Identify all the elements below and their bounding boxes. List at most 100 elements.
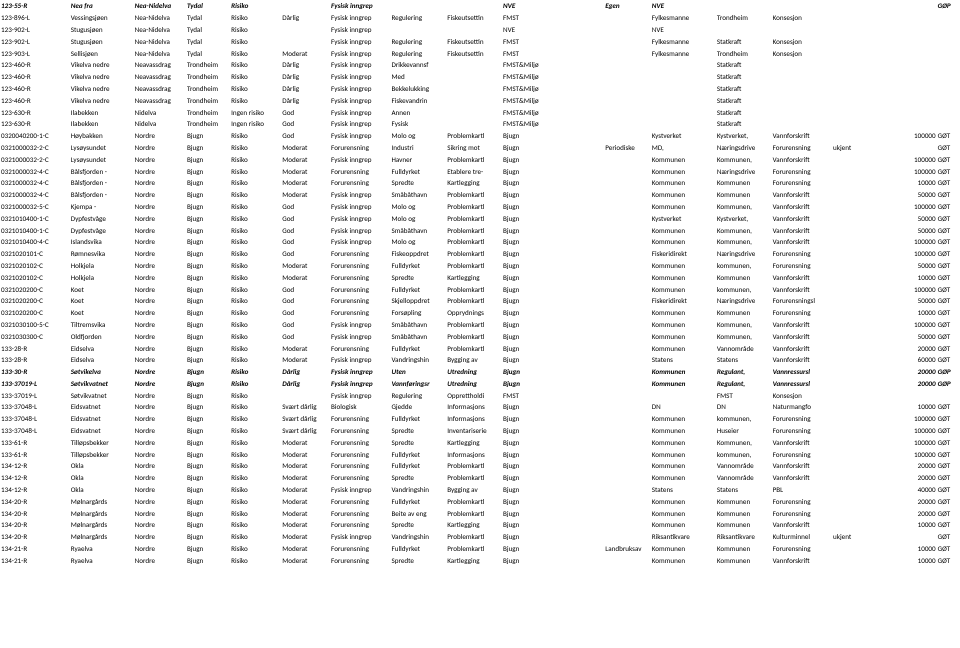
cell xyxy=(604,495,650,507)
cell: FMST&Miljø xyxy=(502,71,562,83)
cell: Kommunen xyxy=(651,260,716,272)
table-row: 133-28-REidselvaNordreBjugnRisikoModerat… xyxy=(0,342,960,354)
cell xyxy=(772,0,832,12)
cell xyxy=(604,448,650,460)
cell xyxy=(832,94,895,106)
cell: GØT xyxy=(937,295,960,307)
cell: Bjugn xyxy=(502,401,562,413)
cell: Vannforskrift xyxy=(772,472,832,484)
cell: Bjugn xyxy=(502,283,562,295)
cell xyxy=(604,425,650,437)
cell: Nordre xyxy=(134,307,186,319)
cell: Fysisk inngrep xyxy=(330,83,390,95)
cell xyxy=(937,106,960,118)
cell: Kommunen xyxy=(651,330,716,342)
table-row: 0321020102-CHolkjelaNordreBjugnRisikoMod… xyxy=(0,260,960,272)
cell: God xyxy=(281,283,330,295)
cell: Kommunen xyxy=(651,472,716,484)
cell: Småbåthavn xyxy=(390,224,446,236)
cell xyxy=(772,94,832,106)
cell: Ilabekken xyxy=(70,118,134,130)
cell: Fiskeridirekt xyxy=(651,248,716,260)
cell: GØT xyxy=(937,495,960,507)
cell: Kulturminnel xyxy=(772,531,832,543)
cell: Bjugn xyxy=(186,378,230,390)
cell: 123-896-L xyxy=(0,12,70,24)
cell: Fulldyrket xyxy=(390,165,446,177)
cell: Tydal xyxy=(186,47,230,59)
cell xyxy=(716,24,772,36)
cell xyxy=(446,118,502,130)
cell: Moderat xyxy=(281,47,330,59)
cell xyxy=(832,177,895,189)
cell: Fysisk inngrep xyxy=(330,531,390,543)
cell: Nordre xyxy=(134,236,186,248)
cell: GØT xyxy=(937,413,960,425)
cell: 134-20-R xyxy=(0,531,70,543)
cell: Molo og xyxy=(390,212,446,224)
cell: GØT xyxy=(937,354,960,366)
cell: 134-20-R xyxy=(0,519,70,531)
cell: 133-37048-L xyxy=(0,401,70,413)
cell: Vannforskrift xyxy=(772,130,832,142)
cell: 133-37048-L xyxy=(0,413,70,425)
cell: Bjugn xyxy=(502,271,562,283)
cell xyxy=(937,59,960,71)
cell xyxy=(446,59,502,71)
cell xyxy=(604,271,650,283)
cell: Bjugn xyxy=(502,319,562,331)
cell xyxy=(937,24,960,36)
cell: Nordre xyxy=(134,425,186,437)
cell: 123-902-L xyxy=(0,24,70,36)
cell: Kommunen, xyxy=(716,330,772,342)
cell: NVE xyxy=(502,24,562,36)
cell xyxy=(562,59,604,71)
cell: Risiko xyxy=(230,460,281,472)
cell: Bjugn xyxy=(186,543,230,555)
cell: Problemkartl xyxy=(446,543,502,555)
cell: 100000 xyxy=(895,165,937,177)
cell: Vannforskrift xyxy=(772,224,832,236)
cell: Oldfjorden xyxy=(70,330,134,342)
cell: Opprydnings xyxy=(446,307,502,319)
cell: Bjugn xyxy=(502,177,562,189)
cell: FMST xyxy=(502,47,562,59)
cell: 50000 xyxy=(895,330,937,342)
cell: Risiko xyxy=(230,71,281,83)
cell xyxy=(446,71,502,83)
cell: Bjugn xyxy=(502,378,562,390)
table-row: 123-902-LStugusjøenNea-NidelvaTydalRisik… xyxy=(0,24,960,36)
table-row: 0321020200-CKoetNordreBjugnRisikoGodForu… xyxy=(0,307,960,319)
cell: 0321000032-2-C xyxy=(0,142,70,154)
table-row: 134-20-RMølnargårdsNordreBjugnRisikoMode… xyxy=(0,495,960,507)
cell: 0321020102-C xyxy=(0,260,70,272)
cell: Fysisk inngrep xyxy=(330,130,390,142)
cell: Risiko xyxy=(230,165,281,177)
cell: Bjugn xyxy=(502,248,562,260)
cell xyxy=(895,142,937,154)
table-row: 134-21-RRyaelvaNordreBjugnRisikoModeratF… xyxy=(0,554,960,566)
cell: God xyxy=(281,319,330,331)
cell: Tydal xyxy=(186,0,230,12)
cell xyxy=(562,519,604,531)
cell: Kommunen xyxy=(651,283,716,295)
cell: Risiko xyxy=(230,153,281,165)
cell xyxy=(562,212,604,224)
cell xyxy=(832,153,895,165)
cell xyxy=(772,106,832,118)
cell: Forurensning xyxy=(330,307,390,319)
cell: Risiko xyxy=(230,130,281,142)
cell: Forurensning xyxy=(772,425,832,437)
cell: Forurensning xyxy=(772,413,832,425)
cell xyxy=(604,354,650,366)
cell: Forurensning xyxy=(330,271,390,283)
cell: Kommunen xyxy=(651,224,716,236)
cell: Bjugn xyxy=(502,543,562,555)
cell: Forurensning xyxy=(330,436,390,448)
cell: Moderat xyxy=(281,153,330,165)
cell: Riksantikvare xyxy=(651,531,716,543)
cell: GØT xyxy=(937,531,960,543)
cell: Konsesjon xyxy=(772,47,832,59)
cell: Huseier xyxy=(716,425,772,437)
cell: Kommunen, xyxy=(716,224,772,236)
